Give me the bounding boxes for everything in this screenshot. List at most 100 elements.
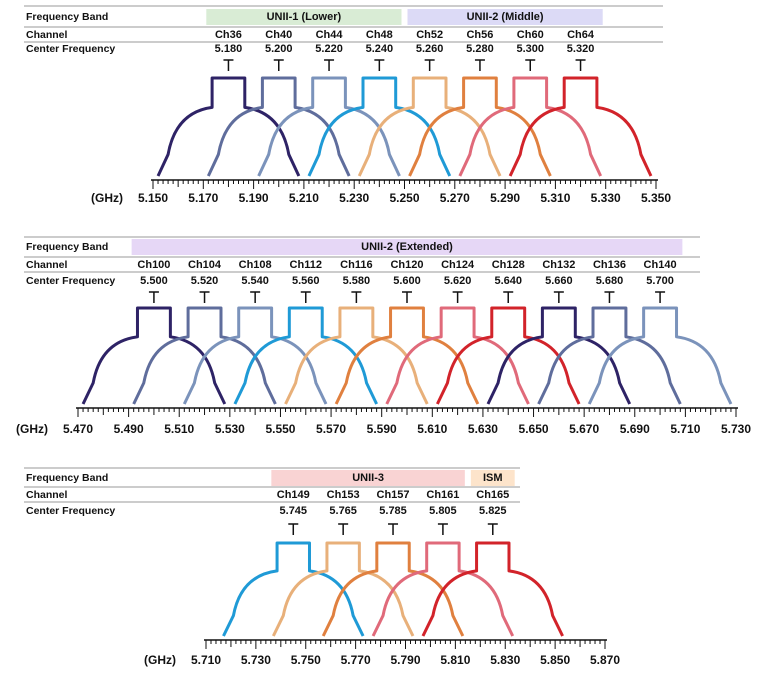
axis-label: 5.730 (241, 653, 271, 667)
center-frequency: 5.765 (329, 505, 357, 517)
axis-label: 5.770 (341, 653, 371, 667)
channel-label: Ch128 (492, 259, 525, 271)
center-marker (487, 523, 498, 535)
center-frequency: 5.805 (429, 505, 457, 517)
axis-label: 5.330 (591, 191, 621, 205)
center-frequency: 5.320 (567, 43, 595, 55)
channel-mask (537, 306, 682, 405)
channel-mask (233, 306, 378, 405)
channel-mask (385, 306, 530, 405)
center-frequency: 5.280 (466, 43, 494, 55)
center-frequency: 5.580 (343, 275, 371, 287)
channel-label: Ch149 (277, 489, 310, 501)
center-marker (351, 291, 362, 303)
channel-header: Channel (26, 29, 68, 41)
center-marker (388, 523, 399, 535)
axis-label: 5.190 (239, 191, 269, 205)
center-frequency: 5.600 (393, 275, 421, 287)
channel-label: Ch136 (593, 259, 626, 271)
center-frequency: 5.560 (292, 275, 320, 287)
axis-label: 5.310 (540, 191, 570, 205)
band-label: UNII-2 (Extended) (361, 241, 453, 253)
channel-mask (408, 76, 552, 177)
center-frequency: 5.200 (265, 43, 293, 55)
center-marker (553, 291, 564, 303)
panel: Frequency Band Channel Center Frequency UNI… (16, 236, 751, 436)
center-frequency: 5.700 (646, 275, 674, 287)
channel-mask (206, 76, 351, 177)
center-frequency: 5.540 (241, 275, 269, 287)
axis-label: 5.830 (490, 653, 520, 667)
axis-label: 5.870 (590, 653, 620, 667)
center-marker (374, 59, 385, 71)
band-header: Frequency Band (26, 241, 108, 253)
axis-label: 5.290 (490, 191, 520, 205)
axis-label: 5.610 (417, 422, 447, 436)
channel-mask (132, 306, 277, 405)
center-marker (503, 291, 514, 303)
center-marker (324, 59, 335, 71)
band-box (271, 470, 465, 486)
channel-mask (81, 306, 227, 405)
channel-label: Ch60 (517, 29, 544, 41)
center-marker (338, 523, 349, 535)
axis-label: 5.510 (164, 422, 194, 436)
band-box (131, 239, 683, 255)
channel-mask (587, 306, 733, 405)
center-marker (604, 291, 615, 303)
axis-unit: (GHz) (91, 191, 123, 205)
axis-label: 5.230 (339, 191, 369, 205)
center-frequency: 5.220 (315, 43, 343, 55)
center-frequency: 5.660 (545, 275, 573, 287)
center-frequency: 5.745 (280, 505, 308, 517)
center-marker (452, 291, 463, 303)
channel-label: Ch44 (316, 29, 344, 41)
freq-header: Center Frequency (26, 505, 115, 517)
center-marker (223, 59, 234, 71)
axis-label: 5.570 (316, 422, 346, 436)
center-marker (525, 59, 536, 71)
channel-label: Ch40 (265, 29, 292, 41)
center-frequency: 5.825 (479, 505, 507, 517)
axis-label: 5.810 (440, 653, 470, 667)
axis-label: 5.270 (440, 191, 470, 205)
center-marker (300, 291, 311, 303)
channel-label: Ch140 (644, 259, 677, 271)
channel-header: Channel (26, 489, 68, 501)
axis-label: 5.630 (468, 422, 498, 436)
axis-label: 5.850 (540, 653, 570, 667)
axis-label: 5.710 (670, 422, 700, 436)
band-box (407, 9, 603, 25)
channel-mask (486, 306, 632, 405)
axis-label: 5.530 (215, 422, 245, 436)
channel-label: Ch104 (188, 259, 222, 271)
band-label: ISM (483, 472, 503, 484)
center-marker (148, 291, 159, 303)
axis-label: 5.490 (114, 422, 144, 436)
channel-mask (321, 541, 465, 637)
channel-mask (421, 541, 564, 637)
band-label: UNII-2 (Middle) (467, 11, 544, 23)
channel-label: Ch116 (340, 259, 372, 271)
band-box (470, 470, 515, 486)
axis-label: 5.710 (191, 653, 221, 667)
channel-label: Ch161 (426, 489, 459, 501)
band-header: Frequency Band (26, 472, 108, 484)
channel-label: Ch36 (215, 29, 242, 41)
axis-unit: (GHz) (16, 422, 48, 436)
channel-label: Ch52 (416, 29, 443, 41)
axis-label: 5.690 (620, 422, 650, 436)
axis-label: 5.590 (367, 422, 397, 436)
center-marker (655, 291, 666, 303)
center-frequency: 5.240 (366, 43, 394, 55)
center-frequency: 5.180 (215, 43, 243, 55)
axis-label: 5.210 (289, 191, 319, 205)
channel-mask (307, 76, 452, 177)
axis-label: 5.350 (641, 191, 671, 205)
axis-label: 5.470 (63, 422, 93, 436)
center-frequency: 5.785 (379, 505, 407, 517)
center-marker (575, 59, 586, 71)
channel-label: Ch56 (466, 29, 493, 41)
center-frequency: 5.260 (416, 43, 444, 55)
